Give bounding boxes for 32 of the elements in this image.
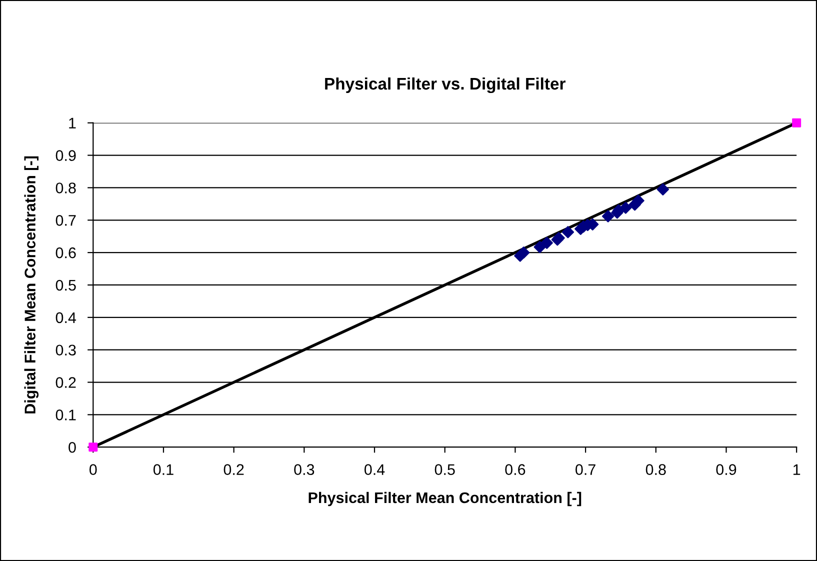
y-tick-label: 0.3 <box>56 344 76 356</box>
y-tick-label: 1 <box>69 118 76 128</box>
y-tick-label: 0.4 <box>56 312 76 324</box>
y-tick-label: 0.1 <box>56 410 76 420</box>
y-tick-label: 0.5 <box>56 280 76 291</box>
y-axis-title: Digital Filter Mean Concentration [-] <box>24 156 39 414</box>
x-tick-label: 0.2 <box>224 464 244 476</box>
point <box>534 240 546 254</box>
x-tick-label: 0.7 <box>576 464 596 476</box>
point <box>656 183 669 196</box>
point <box>620 202 632 214</box>
x-tick-label: 0.3 <box>294 464 314 476</box>
y-tick-label: 0.8 <box>56 182 76 194</box>
x-tick-label: 0.1 <box>153 464 174 476</box>
x-tick-label: 0.5 <box>434 464 455 476</box>
y-tick-label: 0.2 <box>56 377 76 388</box>
x-tick-label: 0.8 <box>646 464 666 476</box>
x-tick-label: 0.6 <box>505 464 526 476</box>
x-tick-label: 0 <box>89 464 97 476</box>
point <box>540 236 553 249</box>
x-tick-label: 0.9 <box>716 464 736 476</box>
y-tick-label: 0.6 <box>56 247 76 258</box>
x-tick-label: 0.4 <box>364 464 385 476</box>
y-tick-label: 0 <box>68 442 76 453</box>
x-tick-label: 1 <box>793 464 800 475</box>
point <box>562 226 574 238</box>
y-tick-label: 0.9 <box>56 150 76 161</box>
y-tick-label: 0.7 <box>56 215 76 226</box>
point <box>602 210 614 222</box>
chart-title: Physical Filter vs. Digital Filter <box>325 77 566 94</box>
x-axis-title: Physical Filter Mean Concentration [-] <box>308 492 582 506</box>
point <box>792 118 802 128</box>
